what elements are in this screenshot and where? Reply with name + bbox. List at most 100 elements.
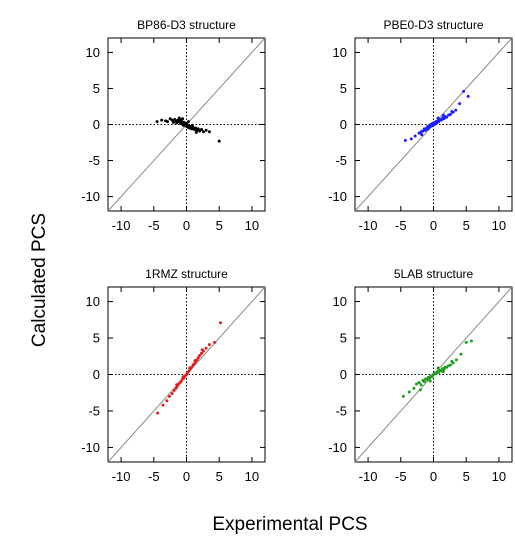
data-point [464, 340, 468, 344]
data-point [426, 127, 430, 131]
y-tick-label: 5 [93, 331, 100, 346]
y-tick-label: 5 [340, 81, 347, 96]
data-point [187, 369, 191, 373]
y-tick-label: -10 [81, 440, 100, 455]
data-point [449, 112, 453, 116]
data-point [160, 118, 164, 122]
y-tick-label: -10 [328, 440, 347, 455]
data-point [194, 130, 198, 134]
panel-title: 1RMZ structure [145, 267, 228, 281]
data-point [198, 354, 202, 358]
data-point [177, 116, 181, 120]
panel-2: PBE0-D3 structure -10 -5 0 5 10 10 5 0 -5 -10 [328, 18, 513, 233]
x-tick-label: 0 [430, 218, 437, 233]
x-tick-label: -5 [148, 469, 160, 484]
data-point [202, 130, 206, 134]
data-point [424, 128, 428, 132]
x-tick-label: -5 [395, 218, 407, 233]
x-tick-label: -10 [112, 469, 131, 484]
data-point [413, 134, 417, 138]
data-point [445, 115, 449, 119]
y-tick-label: -5 [335, 403, 347, 418]
y-tick-label: -5 [335, 153, 347, 168]
data-point [161, 403, 165, 407]
data-point [407, 390, 411, 394]
panel-3: 1RMZ structure -10 -5 0 5 10 10 5 0 -5 -10 [81, 267, 266, 484]
data-point [459, 352, 463, 356]
data-point [186, 120, 190, 124]
data-point [171, 120, 175, 124]
data-point [439, 118, 443, 122]
y-tick-label: -10 [81, 189, 100, 204]
data-point [421, 129, 425, 133]
x-tick-label: 0 [430, 469, 437, 484]
x-tick-label: 10 [492, 218, 506, 233]
panel-4: 5LAB structure -10 -5 0 5 10 10 5 0 -5 -10 [328, 267, 513, 484]
data-point [188, 366, 192, 370]
data-point [450, 110, 454, 114]
data-point [462, 89, 466, 93]
data-point [417, 381, 421, 385]
data-point [165, 399, 169, 403]
data-point [190, 123, 194, 127]
data-point [428, 379, 432, 383]
data-point [196, 356, 200, 360]
x-tick-label: 10 [492, 469, 506, 484]
data-point [170, 118, 174, 122]
data-point [219, 321, 223, 325]
data-point [192, 362, 196, 366]
y-tick-label: 10 [86, 294, 100, 309]
data-point [170, 391, 174, 395]
data-point [409, 137, 413, 141]
x-tick-label: 5 [463, 218, 470, 233]
data-point [207, 343, 211, 347]
y-tick-label: 0 [340, 367, 347, 382]
data-point [207, 130, 211, 134]
data-point [454, 108, 458, 112]
data-point [437, 370, 441, 374]
data-point [213, 340, 217, 344]
data-point [466, 94, 470, 98]
data-point [200, 351, 204, 355]
x-tick-label: 5 [463, 469, 470, 484]
data-point [434, 372, 438, 376]
data-point [430, 375, 434, 379]
data-point [217, 139, 221, 143]
data-point [401, 394, 405, 398]
data-point [450, 359, 454, 363]
panel-title: 5LAB structure [394, 267, 474, 281]
data-point [196, 127, 200, 131]
data-point [469, 339, 473, 343]
y-tick-label: 5 [340, 331, 347, 346]
data-point [185, 373, 188, 376]
data-point [449, 363, 453, 367]
y-tick-label: -5 [88, 403, 100, 418]
panel-title: BP86-D3 structure [137, 18, 236, 32]
panel-1: BP86-D3 structure -10 -5 0 5 10 10 5 0 -5 -10 [81, 18, 266, 233]
data-point [441, 113, 445, 117]
data-point [442, 117, 446, 121]
x-tick-label: 10 [245, 469, 259, 484]
x-tick-label: -10 [359, 469, 378, 484]
data-point [403, 138, 407, 142]
y-tick-label: -5 [88, 153, 100, 168]
data-point [414, 382, 418, 386]
x-axis-title: Experimental PCS [212, 514, 367, 535]
data-point [422, 380, 426, 384]
data-point [167, 394, 171, 398]
data-point [166, 120, 170, 124]
x-tick-label: 0 [183, 469, 190, 484]
data-point [425, 378, 429, 382]
y-tick-label: 0 [93, 367, 100, 382]
y-tick-label: 10 [86, 45, 100, 60]
data-point [420, 133, 424, 137]
data-point [458, 102, 462, 106]
panel-title: PBE0-D3 structure [383, 18, 483, 32]
x-tick-label: 5 [216, 469, 223, 484]
x-tick-label: -5 [148, 218, 160, 233]
data-point [174, 386, 178, 390]
data-point [181, 375, 185, 379]
data-point [419, 383, 423, 387]
x-tick-label: 10 [245, 218, 259, 233]
